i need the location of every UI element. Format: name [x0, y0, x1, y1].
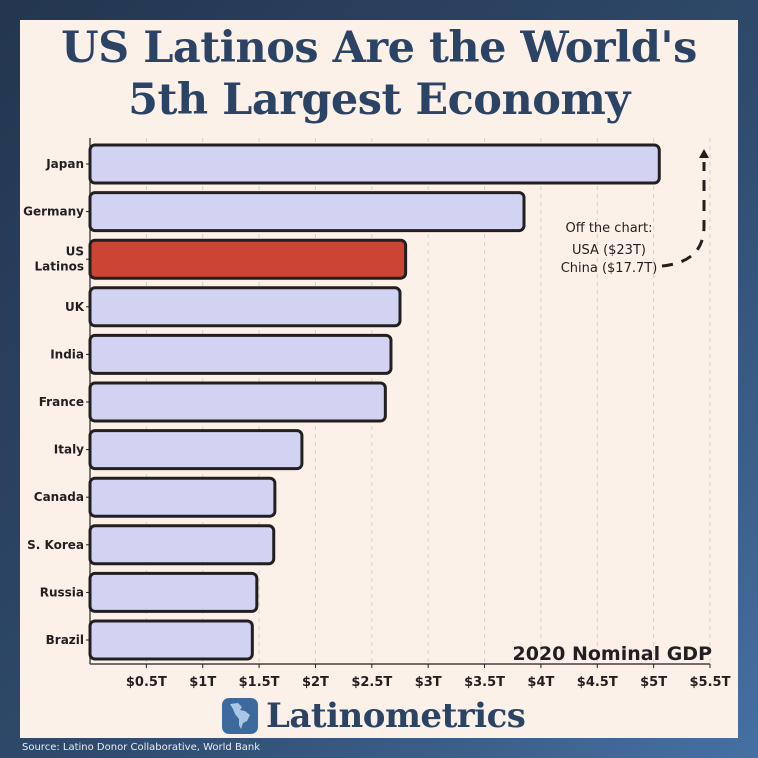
x-tick-label: $3.5T — [464, 675, 505, 690]
annotation-arrow-line — [661, 162, 706, 268]
y-tick-label: France — [39, 395, 84, 409]
title-line-1: US Latinos Are the World's — [61, 23, 697, 73]
x-tick-label: $3T — [415, 675, 442, 690]
y-tick-label: India — [50, 347, 84, 361]
x-tick-label: $1.5T — [239, 675, 280, 690]
y-tick-label: Germany — [23, 205, 84, 219]
x-tick-label: $4T — [527, 675, 554, 690]
bar-france — [88, 381, 387, 423]
arrow-up-icon — [699, 149, 709, 158]
axes: $0.5T $1T $1.5T $2T $2.5T $3T $3.5T $4T $4.5T $5T… — [23, 138, 731, 690]
x-tick-label: $1T — [189, 675, 216, 690]
bar-uk — [88, 286, 402, 328]
y-tick-label: UK — [65, 300, 85, 314]
x-tick-label: $2.5T — [351, 675, 392, 690]
chart-title: 2020 Nominal GDP — [512, 643, 712, 665]
x-tick-label: $0.5T — [126, 675, 167, 690]
source-note: Source: Latino Donor Collaborative, Worl… — [22, 742, 261, 753]
x-tick-label: $5.5T — [690, 675, 731, 690]
bar-japan — [88, 143, 661, 185]
x-tick-label: $4.5T — [577, 675, 618, 690]
y-tick-label: S. Korea — [27, 538, 84, 552]
x-tick-label: $2T — [302, 675, 329, 690]
annotation-line: USA ($23T) — [572, 243, 646, 258]
y-tick-label: Canada — [34, 490, 84, 504]
chart-panel — [20, 20, 738, 738]
brand-logo: Latinometrics — [222, 694, 526, 738]
brand-name: Latinometrics — [266, 696, 526, 736]
bar-brazil — [88, 619, 254, 661]
latin-america-map-icon — [222, 698, 258, 734]
bar-india — [88, 333, 393, 375]
y-tick-label: Japan — [45, 157, 84, 171]
title-line-2: 5th Largest Economy — [128, 75, 630, 125]
y-tick-label: Brazil — [46, 633, 84, 647]
annotation-heading: Off the chart: — [566, 221, 653, 236]
bar-italy — [88, 429, 304, 471]
y-tick-label: US Latinos — [34, 245, 84, 274]
annotation-line: China ($17.7T) — [561, 261, 658, 276]
bar-canada — [88, 476, 277, 518]
off-chart-annotation: Off the chart: USA ($23T) China ($17.7T) — [561, 149, 709, 276]
bar-us-latinos — [88, 238, 408, 280]
x-tick-label: $5T — [640, 675, 667, 690]
page-title: US Latinos Are the World's 5th Largest E… — [20, 22, 738, 126]
bar-s-korea — [88, 524, 276, 566]
bar-russia — [88, 571, 259, 613]
bar-germany — [88, 191, 526, 233]
y-tick-label: Russia — [40, 585, 84, 599]
y-tick-label: Italy — [54, 443, 84, 457]
